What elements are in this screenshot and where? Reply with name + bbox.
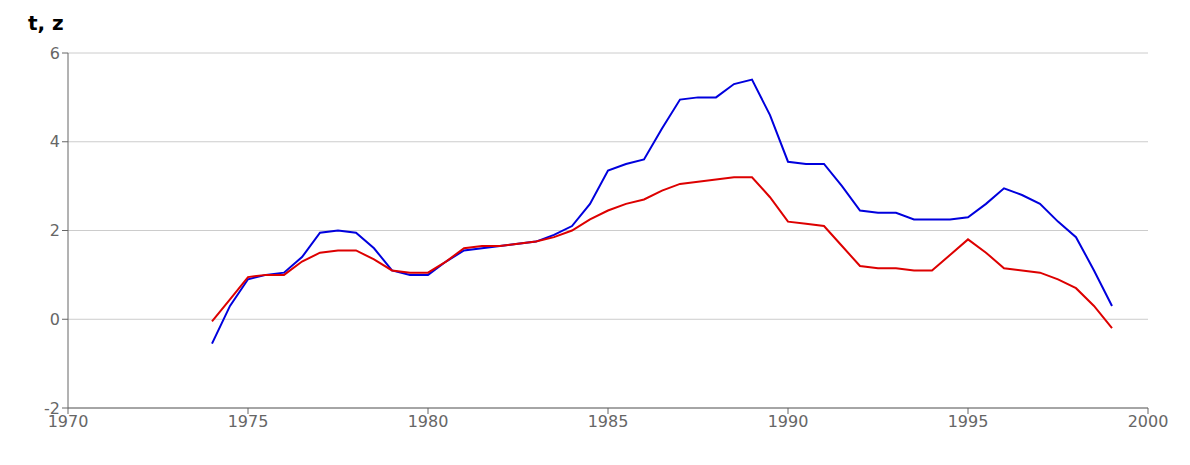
svg-text:1990: 1990 (768, 412, 809, 431)
svg-text:6: 6 (50, 44, 60, 63)
svg-text:2000: 2000 (1128, 412, 1169, 431)
svg-text:1975: 1975 (228, 412, 269, 431)
svg-text:0: 0 (50, 310, 60, 329)
svg-text:2: 2 (50, 221, 60, 240)
svg-text:-2: -2 (44, 399, 60, 418)
svg-text:1980: 1980 (408, 412, 449, 431)
svg-text:1970: 1970 (47, 412, 89, 432)
svg-text:1985: 1985 (588, 412, 629, 431)
svg-text:4: 4 (50, 132, 60, 151)
svg-text:1995: 1995 (948, 412, 989, 431)
html-text:t, z: t, z (28, 11, 64, 35)
